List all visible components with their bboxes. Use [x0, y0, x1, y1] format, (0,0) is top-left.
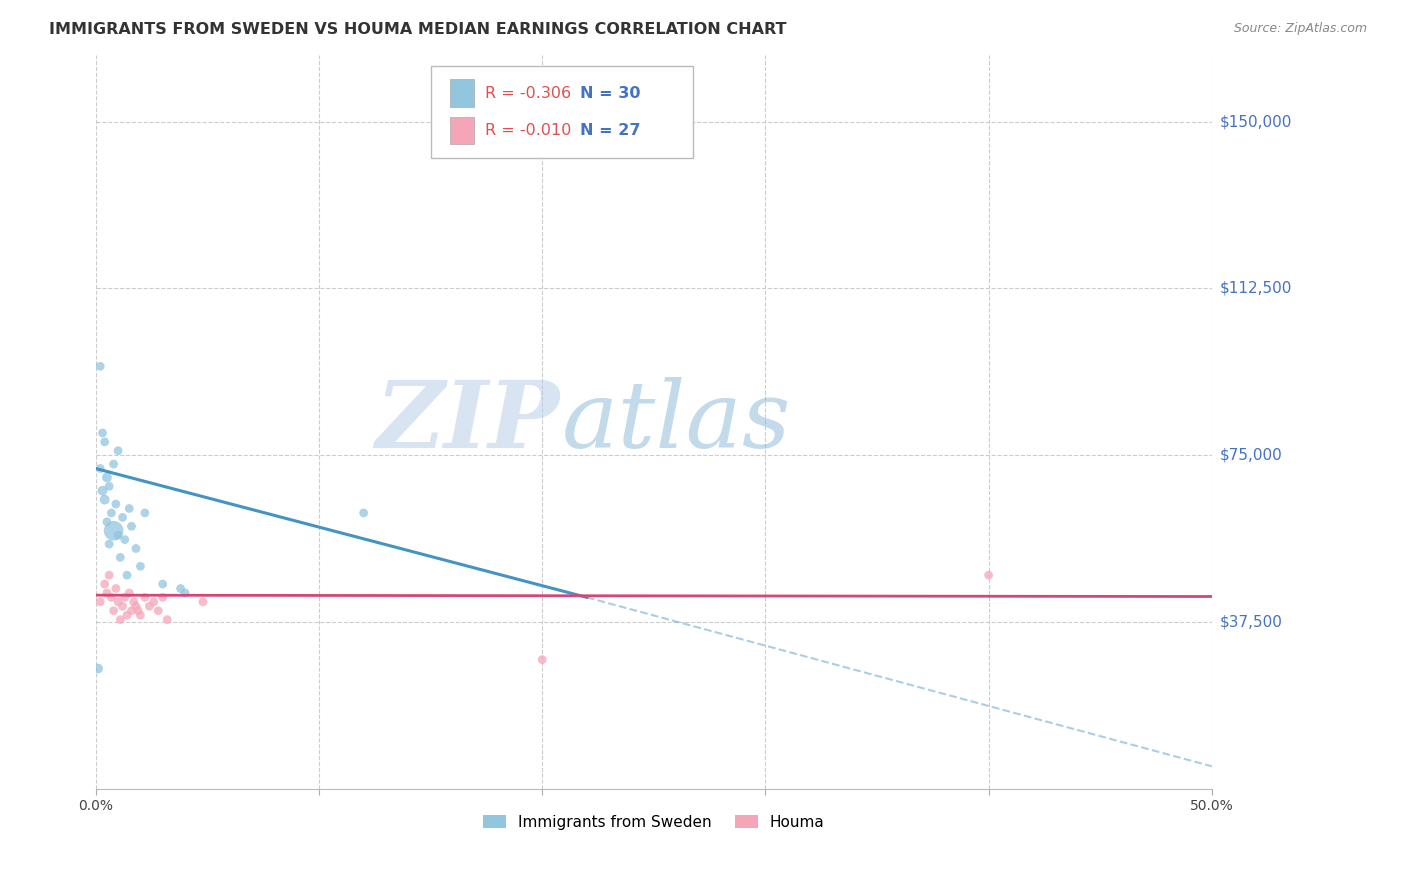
Point	[110, 613, 132, 627]
Point	[103, 604, 125, 618]
Point	[98, 479, 121, 493]
Point	[531, 652, 554, 666]
Point	[104, 497, 127, 511]
Point	[129, 559, 152, 574]
Point	[125, 541, 148, 556]
Point	[89, 461, 111, 475]
Point	[111, 599, 134, 614]
Text: $112,500: $112,500	[1220, 281, 1292, 296]
Point	[134, 506, 156, 520]
Text: atlas: atlas	[562, 376, 792, 467]
Point	[118, 586, 141, 600]
Point	[191, 595, 214, 609]
Point	[96, 515, 118, 529]
Text: IMMIGRANTS FROM SWEDEN VS HOUMA MEDIAN EARNINGS CORRELATION CHART: IMMIGRANTS FROM SWEDEN VS HOUMA MEDIAN E…	[49, 22, 787, 37]
Point	[142, 595, 165, 609]
Point	[100, 591, 122, 605]
Point	[100, 506, 122, 520]
Point	[110, 550, 132, 565]
Point	[169, 582, 191, 596]
Text: $75,000: $75,000	[1220, 448, 1282, 463]
Point	[98, 568, 121, 582]
Point	[129, 608, 152, 623]
Point	[103, 457, 125, 471]
Point	[93, 434, 115, 449]
Point	[122, 595, 145, 609]
Point	[115, 568, 138, 582]
Point	[121, 519, 143, 533]
Point	[107, 595, 129, 609]
Point	[96, 470, 118, 484]
Point	[91, 483, 114, 498]
Point	[977, 568, 1000, 582]
Text: $37,500: $37,500	[1220, 615, 1284, 630]
Point	[115, 608, 138, 623]
Legend: Immigrants from Sweden, Houma: Immigrants from Sweden, Houma	[477, 809, 831, 836]
Point	[114, 591, 136, 605]
Point	[152, 591, 174, 605]
Point	[114, 533, 136, 547]
Point	[104, 582, 127, 596]
Point	[87, 661, 110, 675]
Point	[138, 599, 160, 614]
Point	[156, 613, 179, 627]
Point	[121, 604, 143, 618]
Point	[96, 586, 118, 600]
FancyBboxPatch shape	[430, 66, 693, 158]
Point	[127, 604, 149, 618]
Point	[89, 359, 111, 374]
Text: R = -0.010: R = -0.010	[485, 123, 572, 138]
Point	[125, 599, 148, 614]
Point	[111, 510, 134, 524]
Text: N = 27: N = 27	[581, 123, 641, 138]
Point	[93, 492, 115, 507]
Text: N = 30: N = 30	[581, 86, 641, 101]
Point	[107, 443, 129, 458]
Text: R = -0.306: R = -0.306	[485, 86, 571, 101]
Point	[353, 506, 375, 520]
Point	[152, 577, 174, 591]
Point	[89, 595, 111, 609]
Point	[103, 524, 125, 538]
Point	[134, 591, 156, 605]
Text: $150,000: $150,000	[1220, 114, 1292, 129]
Point	[148, 604, 170, 618]
Bar	[450, 79, 474, 107]
Point	[107, 528, 129, 542]
Point	[98, 537, 121, 551]
Bar	[450, 117, 474, 145]
Text: Source: ZipAtlas.com: Source: ZipAtlas.com	[1233, 22, 1367, 36]
Point	[93, 577, 115, 591]
Point	[118, 501, 141, 516]
Point	[91, 425, 114, 440]
Point	[174, 586, 197, 600]
Text: ZIP: ZIP	[375, 376, 560, 467]
